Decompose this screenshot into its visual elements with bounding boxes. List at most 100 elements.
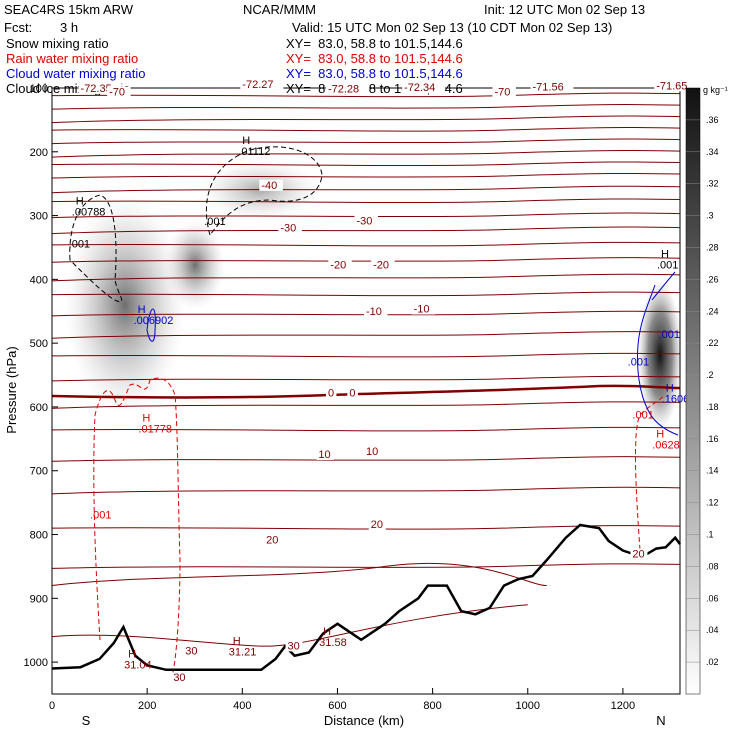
isotherm-label-bg	[107, 86, 131, 98]
contour-value-label: .001	[628, 356, 649, 368]
isotherm	[51, 273, 681, 282]
end-label-north: N	[656, 713, 665, 728]
x-tick-label: 600	[328, 700, 346, 712]
isotherm-lines	[51, 92, 681, 647]
isotherm-label-bg	[354, 215, 378, 227]
maximum-value: .00788	[72, 207, 106, 219]
y-tick-label: 400	[30, 274, 48, 286]
color-bar-unit: g kg⁻¹	[703, 85, 728, 95]
maximum-value: 31.21	[229, 647, 257, 659]
isotherm-label-bg	[325, 83, 369, 95]
isotherm-label: -70	[109, 87, 125, 99]
isotherm-labels: -72.35-70-72.27 -72.28 -72.34 -70 -71.56 -71.…	[78, 79, 698, 684]
x-tick-label: 1000	[516, 700, 540, 712]
isotherm	[51, 291, 681, 297]
isotherm	[51, 257, 681, 263]
isotherm	[51, 241, 681, 247]
isotherm	[51, 172, 681, 179]
isotherm	[51, 115, 681, 124]
isotherm-label-bg	[183, 645, 201, 657]
field-rain-xy: XY= 83.0, 58.8 to 101.5,144.6	[286, 51, 463, 66]
isotherm-label-bg	[530, 81, 574, 93]
isotherm-label: -40	[261, 180, 277, 192]
isotherm-label-bg	[402, 82, 446, 94]
isotherm-label: -72.27	[242, 79, 273, 91]
cloud-water-contours	[146, 271, 679, 436]
maximum-marker: H	[128, 648, 136, 660]
maximum-value: .1606	[662, 393, 690, 405]
isotherm-label-bg	[264, 534, 282, 546]
isotherm-label-bg	[364, 306, 388, 318]
y-tick-label: 700	[30, 466, 48, 478]
isotherm-label: -10	[414, 304, 430, 316]
maximum-marker: H	[233, 636, 241, 648]
isotherm-label-bg	[630, 548, 648, 560]
maximum-marker: H	[242, 135, 250, 147]
x-tick-label: 1200	[611, 700, 635, 712]
isotherm	[51, 352, 681, 358]
y-tick-label: 1000	[24, 657, 48, 669]
field-snow-xy: XY= 83.0, 58.8 to 101.5,144.6	[286, 36, 463, 51]
colorbar-tick-label: .18	[706, 402, 719, 412]
freezing-level-line	[51, 384, 681, 399]
contour-value-label: .001	[204, 216, 225, 228]
colorbar-tick-label: .04	[706, 625, 719, 635]
isotherm-label-bg	[316, 448, 334, 460]
colorbar-tick-label: .16	[706, 434, 719, 444]
isotherm-label: 30	[185, 645, 197, 657]
isotherm-label-bg	[171, 672, 189, 684]
isotherm-label: -20	[373, 260, 389, 272]
x-tick-label: 800	[423, 700, 441, 712]
y-axis: 100 200 300 400 500 600 700 800 900 1000	[24, 83, 58, 669]
isotherm-label: 0	[328, 388, 334, 400]
maximum-marker: H	[656, 428, 664, 440]
colorbar-tick-label: .36	[706, 115, 719, 125]
isotherm-label: 20	[632, 548, 644, 560]
field-cloud-water-xy: XY= 83.0, 58.8 to 101.5,144.6	[286, 66, 463, 81]
y-tick-label: 100	[30, 83, 48, 95]
isotherm-label: -20	[330, 260, 346, 272]
isotherm	[51, 149, 681, 158]
isotherm	[51, 310, 681, 317]
isotherm-label-bg	[278, 222, 302, 234]
y-tick-label: 300	[30, 211, 48, 223]
contour-value-label: .001	[659, 329, 680, 341]
maximum-value: .01778	[138, 423, 172, 435]
isotherm-label: 0	[349, 388, 355, 400]
colorbar-tick-label: .02	[706, 657, 719, 667]
isotherm	[51, 198, 681, 204]
shaded-mixing-ratio	[65, 160, 682, 430]
isotherm	[51, 226, 681, 235]
valid-time: Valid: 15 UTC Mon 02 Sep 13 (10 CDT Mon …	[292, 20, 613, 35]
maximum-value: .006902	[134, 315, 174, 327]
colorbar-tick-label: .12	[706, 498, 719, 508]
field-snow-name: Snow mixing ratio	[6, 36, 109, 51]
maximum-value: .0628	[652, 439, 680, 451]
x-axis-title: Distance (km)	[324, 713, 404, 728]
colorbar-tick-label: .22	[706, 338, 719, 348]
isotherm	[51, 161, 681, 167]
isotherm	[51, 562, 547, 587]
isotherm-label: -70	[494, 87, 510, 99]
isotherm-label: 20	[371, 519, 383, 531]
isotherm	[51, 604, 528, 647]
isotherm-label: 30	[288, 640, 300, 652]
isotherm	[51, 563, 681, 569]
contour-labels: .001 .001 .001 .001 .001 .001	[69, 216, 680, 521]
isotherm-label: -71.56	[533, 82, 564, 94]
colorbar-tick-label: .2	[706, 370, 714, 380]
color-bar: .02 .04 .06 .08 .1 .12 .14 .16 .18 .2 .22 .24 .26 .28…	[685, 87, 719, 695]
isotherm-label-bg	[364, 445, 381, 457]
isotherm-label: -71.65	[656, 80, 687, 92]
x-tick-label: 0	[49, 700, 55, 712]
isotherm-label: -72.28	[328, 83, 359, 95]
colorbar-tick-label: .32	[706, 179, 719, 189]
isotherm-label-bg	[325, 387, 337, 399]
isotherm	[51, 138, 681, 145]
colorbar-tick-label: .24	[706, 306, 719, 316]
org-label: NCAR/MMM	[243, 2, 316, 17]
colorbar-tick-label: .06	[706, 593, 719, 603]
isotherm-label: -30	[356, 216, 372, 228]
isotherm	[51, 104, 681, 110]
